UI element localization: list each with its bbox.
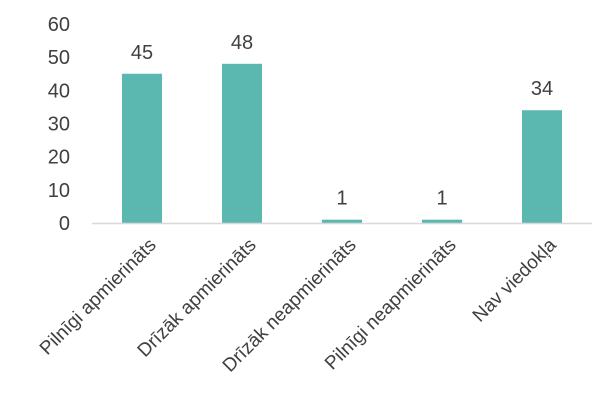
bars	[122, 63, 562, 223]
data-labels: 45 48 1 1 34	[131, 32, 553, 210]
bar	[122, 73, 162, 223]
data-label: 34	[531, 78, 553, 100]
bar	[522, 110, 562, 223]
y-tick-label: 30	[48, 114, 70, 136]
y-tick-label: 40	[48, 80, 70, 102]
category-label: Nav viedokļa	[469, 234, 561, 326]
data-label: 1	[336, 188, 347, 210]
bar	[322, 219, 362, 223]
y-tick-label: 50	[48, 47, 70, 69]
data-label: 48	[231, 32, 253, 54]
y-tick-label: 0	[59, 213, 70, 235]
y-tick-label: 20	[48, 147, 70, 169]
data-label: 1	[436, 188, 447, 210]
bar	[422, 219, 462, 223]
bar	[222, 63, 262, 223]
data-label: 45	[131, 42, 153, 64]
y-axis-ticks: 0 10 20 30 40 50 60	[48, 14, 70, 235]
y-tick-label: 60	[48, 14, 70, 36]
y-tick-label: 10	[48, 180, 70, 202]
